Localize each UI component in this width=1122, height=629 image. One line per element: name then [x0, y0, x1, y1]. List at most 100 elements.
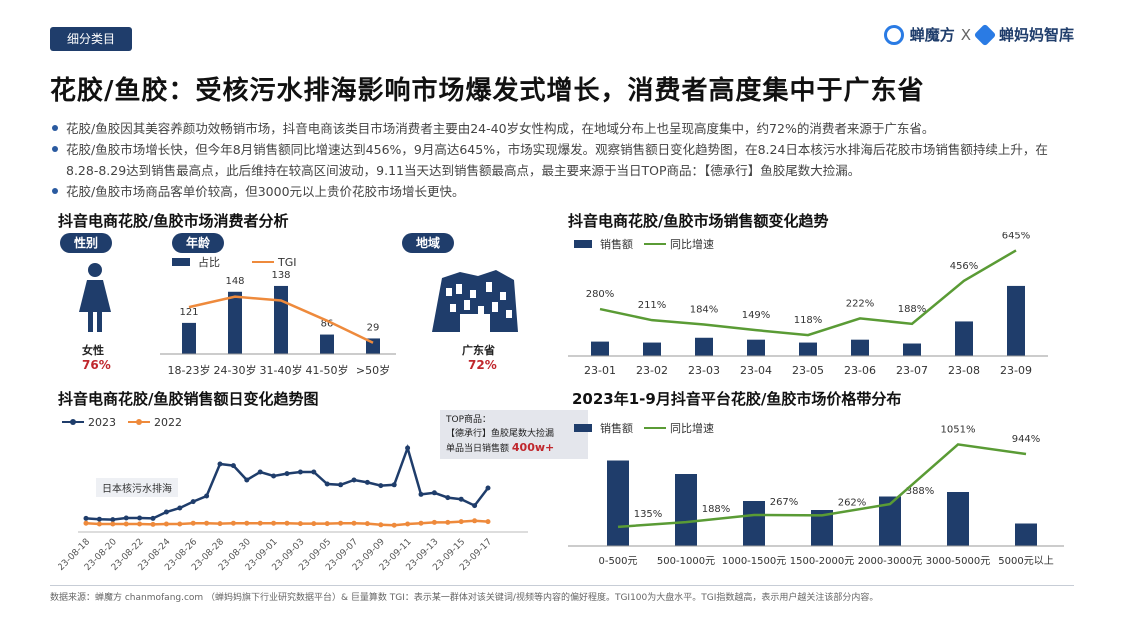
- price-tick-label: 3000-5000元: [926, 556, 991, 567]
- monthly-data-label: 456%: [950, 261, 979, 272]
- daily-point-2023: [163, 509, 169, 515]
- daily-point-2022: [204, 520, 210, 526]
- tgi-line: [188, 295, 374, 344]
- daily-point-2023: [110, 517, 116, 523]
- daily-point-2023: [364, 479, 370, 485]
- legend-swatch-0: [172, 258, 190, 266]
- daily-point-2023: [257, 469, 263, 475]
- monthly-chart: 销售额 同比增速 23-01 280% 23-02 211% 23-03 184% 23-04 1…: [568, 232, 1048, 377]
- monthly-tick-label: 23-03: [688, 364, 720, 377]
- price-bar: [879, 496, 901, 546]
- region-label: 广东省: [462, 344, 495, 357]
- daily-point-2022: [96, 521, 102, 527]
- monthly-data-label: 188%: [898, 304, 927, 315]
- age-tick-label: 41-50岁: [306, 363, 349, 377]
- daily-point-2023: [297, 469, 303, 475]
- daily-section-title: 抖音电商花胶/鱼胶销售额日变化趋势图: [58, 390, 319, 408]
- top-sales-label: 单品当日销售额: [446, 444, 510, 454]
- monthly-tick-label: 23-09: [1000, 364, 1032, 377]
- daily-point-2022: [83, 520, 89, 526]
- monthly-data-label: 118%: [794, 315, 823, 326]
- daily-point-2023: [244, 477, 250, 483]
- monthly-bar: [747, 339, 765, 356]
- daily-point-2022: [284, 520, 290, 526]
- monthly-section-title: 抖音电商花胶/鱼胶市场销售额变化趋势: [568, 212, 829, 230]
- daily-point-2023: [472, 503, 478, 509]
- legend-label-1: 同比增速: [670, 421, 714, 435]
- age-tick-label: 24-30岁: [214, 363, 257, 377]
- daily-point-2023: [418, 491, 424, 497]
- category-tag: 细分类目: [50, 27, 132, 51]
- monthly-tick-label: 23-07: [896, 364, 928, 377]
- age-data-label: 138: [271, 270, 290, 281]
- bullet-1: 花胶/鱼胶因其美容养颜功效畅销市场，抖音电商该类目市场消费者主要由24-40岁女…: [50, 118, 1080, 139]
- daily-point-2022: [163, 521, 169, 527]
- price-bar: [947, 492, 969, 546]
- price-data-label: 267%: [770, 497, 799, 508]
- price-growth-line: [617, 443, 1027, 529]
- region-pill: 地域: [402, 233, 454, 253]
- daily-point-2023: [351, 477, 357, 483]
- legend-label-0: 销售额: [600, 237, 633, 251]
- daily-point-2022: [472, 518, 478, 524]
- age-tick-label: >50岁: [356, 363, 390, 377]
- daily-point-2022: [405, 521, 411, 527]
- top-product-callout: TOP商品： 【德承行】鱼胶尾数大捡漏 单品当日销售额 400w+: [440, 410, 588, 459]
- monthly-data-label: 211%: [638, 300, 667, 311]
- monthly-data-label: 222%: [846, 298, 875, 309]
- daily-point-2023: [405, 445, 411, 451]
- bullet-2: 花胶/鱼胶市场增长快，但今年8月销售额同比增速达到456%，9月高达645%，市…: [50, 139, 1080, 181]
- price-data-label: 944%: [1012, 434, 1041, 445]
- guangzhou-building-icon: [432, 270, 518, 332]
- daily-point-2023: [123, 515, 129, 521]
- price-tick-label: 1000-1500元: [722, 556, 787, 567]
- monthly-tick-label: 23-06: [844, 364, 876, 377]
- daily-point-2022: [230, 520, 236, 526]
- daily-point-2023: [190, 499, 196, 505]
- monthly-tick-label: 23-08: [948, 364, 980, 377]
- legend-swatch-0: [574, 240, 592, 248]
- monthly-data-label: 280%: [586, 289, 615, 300]
- daily-point-2022: [431, 519, 437, 525]
- monthly-tick-label: 23-02: [636, 364, 668, 377]
- age-chart: 占比 TGI 121 18-23岁 148 24-30岁 138 31-40岁 86 41-50岁…: [160, 255, 396, 377]
- daily-point-2022: [150, 521, 156, 527]
- top-product-sales: 单品当日销售额 400w+: [446, 441, 582, 456]
- age-bar: [320, 334, 334, 354]
- monthly-bar: [851, 339, 869, 356]
- daily-point-2022: [351, 520, 357, 526]
- brand-logo-group: 蝉魔方 X 蝉妈妈智库: [883, 23, 1074, 46]
- price-data-label: 388%: [906, 486, 935, 497]
- daily-point-2023: [271, 473, 277, 479]
- brand-right-label: 蝉妈妈智库: [998, 26, 1074, 44]
- daily-point-2022: [485, 519, 491, 525]
- daily-point-2023: [431, 490, 437, 496]
- daily-point-2022: [271, 520, 277, 526]
- monthly-bar: [955, 321, 973, 356]
- price-data-label: 135%: [634, 509, 663, 520]
- daily-point-2023: [338, 482, 344, 488]
- age-data-label: 121: [179, 307, 198, 318]
- age-pill: 年龄: [172, 233, 224, 253]
- daily-point-2023: [177, 505, 183, 511]
- daily-point-2022: [244, 520, 250, 526]
- brand-left-label: 蝉魔方: [909, 26, 955, 44]
- bullet-3: 花胶/鱼胶市场商品客单价较高，但3000元以上贵价花胶市场增长更快。: [50, 181, 1080, 202]
- daily-point-2022: [445, 519, 451, 525]
- daily-point-2022: [364, 521, 370, 527]
- daily-point-2022: [338, 520, 344, 526]
- age-tick-label: 18-23岁: [168, 363, 211, 377]
- legend-label-1: 同比增速: [670, 237, 714, 251]
- price-tick-label: 0-500元: [598, 556, 637, 567]
- top-product-name: 【德承行】鱼胶尾数大捡漏: [446, 429, 555, 439]
- chanmama-logo-icon: [973, 23, 997, 46]
- region-value: 72%: [468, 358, 497, 372]
- daily-point-2023: [284, 471, 290, 477]
- daily-point-2023: [230, 463, 236, 469]
- price-data-label: 188%: [702, 504, 731, 515]
- monthly-tick-label: 23-05: [792, 364, 824, 377]
- daily-point-2022: [257, 520, 263, 526]
- age-bar: [274, 285, 288, 354]
- daily-point-2023: [445, 495, 451, 501]
- daily-point-2022: [458, 519, 464, 525]
